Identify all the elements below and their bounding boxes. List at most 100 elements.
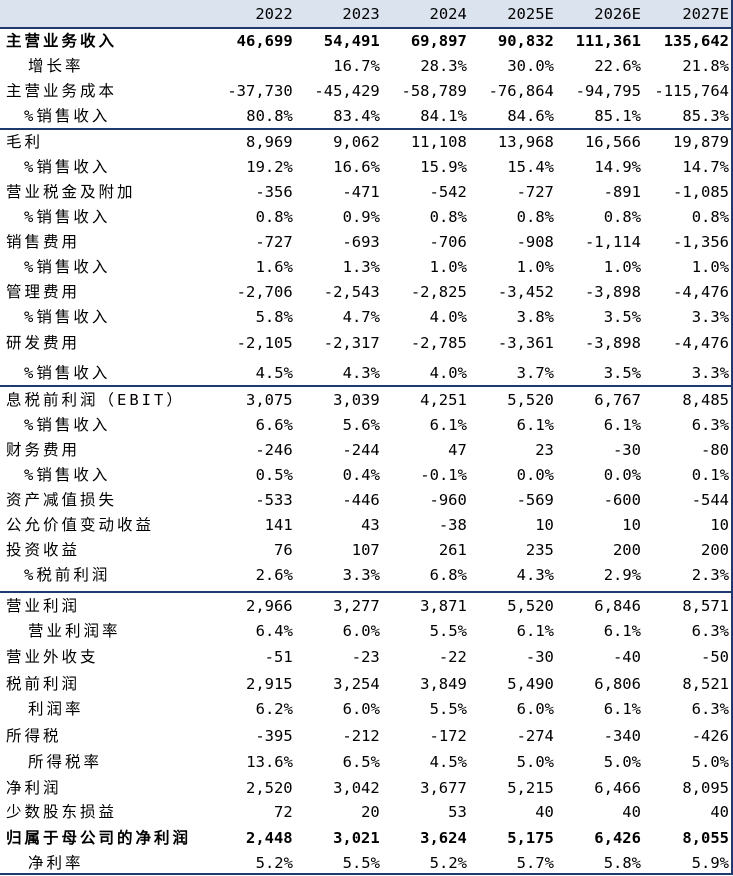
table-row: 息税前利润（EBIT） 3,075 3,039 4,251 5,520 6,767 8,48… [0,388,733,413]
value-cell: -544 [691,491,730,509]
row-label: %销售收入 [24,416,111,434]
value-cell: -80 [701,441,730,459]
row-label: 营业利润 [6,597,81,615]
value-cell: 6.1% [603,416,642,434]
value-cell: 10 [622,516,641,534]
value-cell: 5,490 [507,675,554,693]
value-cell: 3.3% [691,364,730,382]
value-cell: 3,849 [420,675,467,693]
row-label: 增长率 [28,57,84,75]
value-cell: 5.0% [691,753,729,771]
value-cell: 6,426 [594,829,641,847]
header-row: 2022 2023 2024 2025E 2026E 2027E [0,2,733,27]
year-2022: 2022 [255,5,293,23]
table-row: %销售收入 19.2% 16.6% 15.9% 15.4% 14.9% 14.7% [0,155,733,180]
row-label: 归属于母公司的净利润 [6,829,192,847]
value-cell: 4.0% [429,364,467,382]
value-cell: 2,520 [245,779,293,797]
value-cell: 40 [622,803,641,821]
year-2023: 2023 [342,5,380,23]
value-cell: 8,095 [682,779,730,797]
value-cell: 200 [612,541,641,559]
value-cell: -30 [612,441,641,459]
value-cell: 83.4% [333,107,380,125]
value-cell: 3,871 [420,597,467,615]
value-cell: 5.8% [603,854,642,872]
row-label: %销售收入 [24,208,111,226]
value-cell: 4.3% [516,566,554,584]
value-cell: 4.0% [429,308,467,326]
value-cell: 6.3% [691,622,729,640]
row-label: %销售收入 [24,364,111,382]
value-cell: 2,448 [245,829,293,847]
value-cell: -891 [603,183,641,201]
value-cell: 69,897 [410,32,467,50]
value-cell: -1,356 [673,233,730,251]
value-cell: 5.5% [429,700,467,718]
value-cell: 20 [361,803,380,821]
value-cell: -22 [438,648,467,666]
value-cell: 47 [448,441,467,459]
value-cell: 1.0% [516,258,554,276]
value-cell: 19.2% [246,158,293,176]
value-cell: 84.6% [507,107,554,125]
row-label: %销售收入 [24,466,111,484]
table-row: %销售收入 1.6% 1.3% 1.0% 1.0% 1.0% 1.0% [0,255,733,280]
header-band [0,0,733,29]
value-cell: 85.3% [682,107,730,125]
value-cell: -569 [516,491,554,509]
value-cell: -2,543 [323,283,380,301]
value-cell: 3.5% [603,364,642,382]
table-row: %销售收入 0.5% 0.4% -0.1% 0.0% 0.0% 0.1% [0,463,733,488]
value-cell: 4.3% [342,364,380,382]
value-cell: -58,789 [401,82,467,100]
value-cell: 1.3% [342,258,380,276]
table-row: 营业利润 2,966 3,277 3,871 5,520 6,846 8,571 [0,594,733,619]
value-cell: -274 [516,727,554,745]
value-cell: -37,730 [227,82,293,100]
value-cell: 0.8% [516,208,554,226]
value-cell: 2,915 [245,675,293,693]
row-label: 销售费用 [6,233,81,251]
value-cell: 8,571 [682,597,730,615]
table-row: 主营业务收入 46,699 54,491 69,897 90,832 111,361 135… [0,29,733,54]
table-row: %销售收入 5.8% 4.7% 4.0% 3.8% 3.5% 3.3% [0,305,733,330]
row-label: 投资收益 [6,541,81,559]
value-cell: 16.6% [333,158,380,176]
value-cell: 6,466 [594,779,641,797]
value-cell: 0.8% [691,208,730,226]
value-cell: 5.8% [255,308,293,326]
value-cell: 5,175 [507,829,554,847]
value-cell: 3,254 [333,675,380,693]
value-cell: 72 [273,803,293,821]
value-cell: 0.8% [429,208,467,226]
value-cell: 141 [264,516,293,534]
table-row: 少数股东损益 72 20 53 40 40 40 [0,800,733,825]
value-cell: -2,785 [410,334,467,352]
row-label: 息税前利润（EBIT） [6,391,185,409]
value-cell: 19,879 [673,133,730,151]
year-2025e: 2025E [507,5,554,23]
value-cell: 2.3% [691,566,730,584]
value-cell: 53 [448,803,467,821]
row-label: 少数股东损益 [6,803,118,821]
value-cell: 8,521 [682,675,730,693]
value-cell: 5,215 [507,779,554,797]
row-label: 所得税 [6,727,62,745]
value-cell: -4,476 [673,334,730,352]
value-cell: 1.6% [255,258,293,276]
value-cell: -45,429 [314,82,380,100]
row-label: 营业利润率 [28,622,121,640]
row-label: 财务费用 [6,441,81,459]
value-cell: 235 [525,541,554,559]
value-cell: 43 [361,516,380,534]
value-cell: -1,114 [584,233,641,251]
table-row: 营业税金及附加 -356 -471 -542 -727 -891 -1,085 [0,180,733,205]
value-cell: -1,085 [673,183,730,201]
table-row: 净利润 2,520 3,042 3,677 5,215 6,466 8,095 [0,776,733,801]
value-cell: 5,520 [507,391,554,409]
row-label: %销售收入 [24,258,111,276]
value-cell: 84.1% [420,107,467,125]
table-row: 资产减值损失 -533 -446 -960 -569 -600 -544 [0,488,733,513]
table-row: 税前利润 2,915 3,254 3,849 5,490 6,806 8,521 [0,672,733,697]
